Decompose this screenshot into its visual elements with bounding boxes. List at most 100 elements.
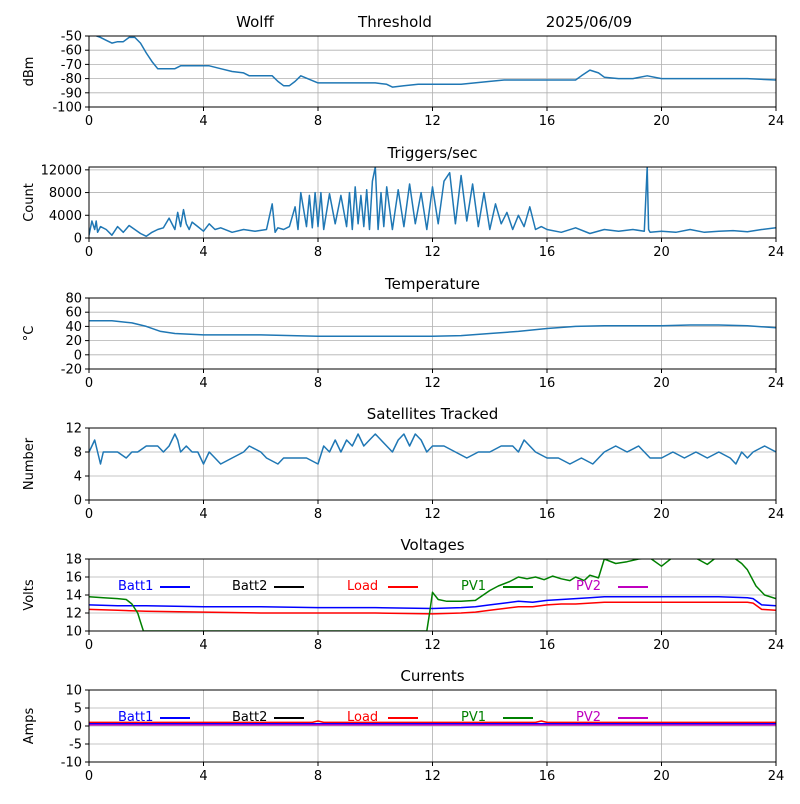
x-tick-label: 12 [424,507,441,522]
x-tick-label: 0 [85,245,93,260]
header-date: 2025/06/09 [546,13,632,31]
panel-satellites: 0 4 8 12 16 20 24 0 4 8 12 Number Satellites Tracked [22,405,784,522]
y-tick-label: -5 [69,738,82,753]
panel-title: Satellites Tracked [367,405,498,423]
y-tick-label: 8 [74,446,82,461]
x-tick-label: 8 [314,376,322,391]
x-tick-label: 0 [85,114,93,129]
y-tick-label: -90 [61,86,82,101]
series-line-voltages-batt1 [89,596,776,610]
legend-label: Load [347,710,378,725]
x-tick-label: 16 [539,376,556,391]
y-tick-label: 18 [65,553,82,568]
y-tick-label: 10 [65,625,82,640]
x-tick-label: 0 [85,638,93,653]
x-tick-label: 24 [768,114,785,129]
y-tick-label: 0 [74,232,82,247]
x-tick-label: 8 [314,507,322,522]
header-station: Wolff [236,13,274,31]
x-tick-label: 0 [85,769,93,784]
legend-label: Batt2 [232,710,267,725]
x-tick-label: 8 [314,769,322,784]
y-tick-label: 12 [65,422,82,437]
panel-voltages: 0 4 8 12 16 20 24 10 12 14 16 18 Volts Voltages Batt1 B… [22,536,784,653]
y-axis-label: Number [22,437,37,490]
x-tick-label: 16 [539,114,556,129]
y-tick-label: -70 [61,58,82,73]
series-line-triggers-0 [89,167,776,238]
y-tick-label: 0 [74,348,82,363]
panel-title: Voltages [400,536,464,554]
x-tick-label: 16 [539,507,556,522]
x-tick-label: 4 [199,638,207,653]
x-tick-label: 4 [199,769,207,784]
y-tick-label: 60 [65,306,82,321]
y-axis-label: Volts [22,579,37,611]
x-tick-label: 8 [314,638,322,653]
x-tick-label: 4 [199,114,207,129]
y-tick-label: 12 [65,607,82,622]
legend-label: Load [347,579,378,594]
panel-title: Currents [400,667,464,685]
x-tick-label: 20 [653,769,670,784]
legend-label: PV1 [461,579,486,594]
x-tick-label: 20 [653,638,670,653]
x-tick-label: 24 [768,507,785,522]
x-tick-label: 16 [539,769,556,784]
y-tick-label: 14 [65,589,82,604]
series-line-rssi-0 [94,36,776,88]
y-axis-label: Count [22,183,37,222]
x-tick-label: 12 [424,638,441,653]
y-tick-label: 4 [74,470,82,485]
x-tick-label: 12 [424,769,441,784]
x-tick-label: 8 [314,245,322,260]
x-tick-label: 4 [199,376,207,391]
x-tick-label: 24 [768,638,785,653]
y-tick-label: -20 [61,363,82,378]
y-tick-label: 0 [74,494,82,509]
x-tick-label: 0 [85,376,93,391]
panel-triggers: 0 4 8 12 16 20 24 0 4000 8000 12000 Count Triggers/s… [22,144,784,260]
x-tick-label: 24 [768,376,785,391]
y-axis-label: dBm [22,57,37,87]
y-tick-label: -50 [61,30,82,45]
y-tick-label: 4000 [49,209,82,224]
series-line-satellites-0 [89,433,776,465]
y-tick-label: 8000 [49,186,82,201]
series-line-voltages-load [89,601,776,615]
x-tick-label: 0 [85,507,93,522]
legend-label: Batt1 [118,710,153,725]
x-tick-label: 24 [768,245,785,260]
x-tick-label: 12 [424,245,441,260]
legend-label: Batt2 [232,579,267,594]
series-line-currents-load [89,720,776,724]
x-tick-label: 8 [314,114,322,129]
y-tick-label: 5 [74,702,82,717]
x-tick-label: 20 [653,376,670,391]
y-tick-label: 16 [65,571,82,586]
y-tick-label: 12000 [41,163,82,178]
x-tick-label: 4 [199,507,207,522]
y-tick-label: 0 [74,720,82,735]
x-tick-label: 16 [539,638,556,653]
panel-rssi: 0 4 8 12 16 20 24 -50-60-70-80-90-100 dBm [22,30,784,130]
x-tick-label: 20 [653,245,670,260]
y-tick-label: 20 [65,334,82,349]
y-tick-label: 40 [65,320,82,335]
x-tick-label: 12 [424,376,441,391]
y-tick-label: -60 [61,44,82,59]
series-line-voltages-pv1 [89,559,776,631]
y-tick-label: 80 [65,292,82,307]
x-tick-label: 20 [653,114,670,129]
panel-currents: 0 4 8 12 16 20 24 -10 -5 0 5 10 Amps Currents Batt1 Bat… [22,667,784,784]
y-tick-label: -80 [61,72,82,87]
legend-label: Batt1 [118,579,153,594]
y-tick-label: 10 [65,684,82,699]
x-tick-label: 16 [539,245,556,260]
x-tick-label: 12 [424,114,441,129]
x-tick-label: 4 [199,245,207,260]
